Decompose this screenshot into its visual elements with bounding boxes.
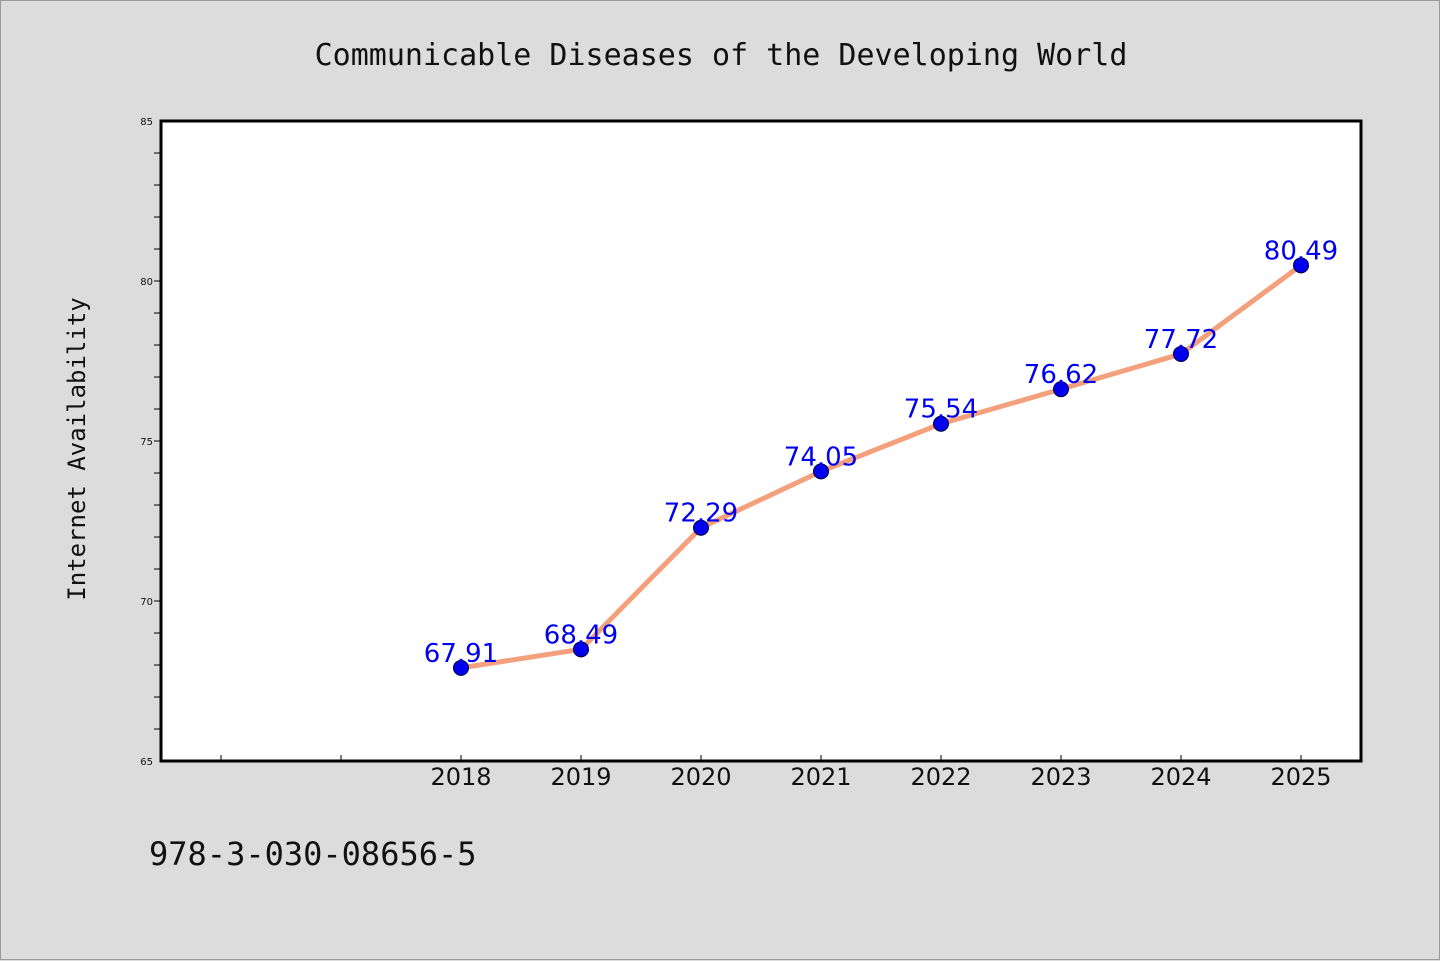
y-tick-label: 80 (140, 277, 153, 288)
x-tick-label: 2021 (790, 763, 851, 791)
data-label: 75.54 (904, 395, 978, 425)
x-tick-label: 2025 (1270, 763, 1331, 791)
data-label: 68.49 (544, 620, 618, 650)
x-axis-ticks: 2018 2019 2020 2021 2022 2023 2024 2025 (220, 755, 1332, 791)
footer-isbn: 978-3-030-08656-5 (149, 835, 477, 873)
y-tick-label: 70 (140, 597, 153, 608)
data-point (573, 641, 589, 658)
data-point (933, 415, 949, 432)
x-tick-label: 2019 (550, 763, 611, 791)
y-tick-label: 85 (140, 117, 153, 128)
chart-title: Communicable Diseases of the Developing … (315, 38, 1128, 73)
plot-area (159, 119, 1363, 763)
x-tick-label: 2022 (910, 763, 971, 791)
x-tick-label: 2020 (670, 763, 731, 791)
data-label: 76.62 (1024, 360, 1098, 390)
data-label: 67.91 (424, 639, 498, 669)
data-label: 80.49 (1264, 236, 1338, 266)
marker-group (453, 257, 1309, 676)
data-label: 77.72 (1144, 325, 1218, 355)
y-axis-ticks: 65 70 75 80 85 (140, 117, 161, 768)
data-point (1053, 381, 1069, 398)
series-line (458, 262, 1304, 671)
data-point (1293, 257, 1309, 274)
y-tick-label: 65 (140, 757, 153, 768)
y-axis-label: Internet Availability (63, 297, 91, 600)
data-label: 72.29 (664, 499, 738, 529)
x-tick-label: 2024 (1150, 763, 1211, 791)
series-line-group (458, 262, 1304, 671)
y-tick-label: 75 (140, 437, 153, 448)
x-tick-label: 2018 (430, 763, 491, 791)
data-point (453, 659, 469, 676)
x-tick-label: 2023 (1030, 763, 1091, 791)
data-label-group: 67.91 68.49 72.29 74.05 75.54 76.62 77.72 80.49 (424, 236, 1338, 669)
data-point (1173, 345, 1189, 362)
data-label: 74.05 (784, 442, 858, 472)
data-point (693, 519, 709, 536)
data-point (813, 463, 829, 480)
